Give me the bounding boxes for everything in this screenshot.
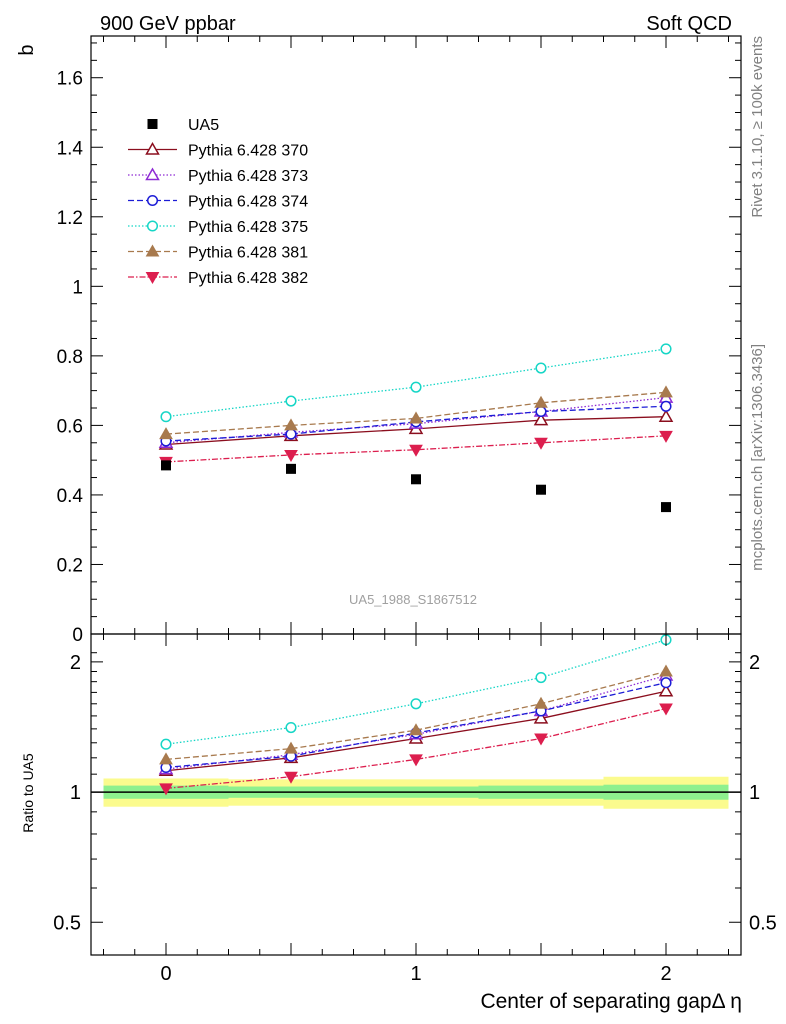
main-series-point [160, 411, 172, 423]
main-y-tick-label: 0.4 [57, 486, 84, 507]
main-series-point [533, 412, 549, 426]
legend-label: Pythia 6.428 375 [188, 219, 308, 236]
main-y-tick-label: 1.4 [57, 138, 84, 159]
legend-marker [146, 220, 159, 232]
main-series-point [409, 411, 423, 424]
main-y-tick-label: 1.2 [57, 208, 83, 229]
main-series-point [159, 427, 173, 440]
ratio-series-point [409, 723, 423, 736]
ratio-y-tick-label-left: 0.5 [53, 912, 81, 934]
ratio-y-axis-label: Ratio to UA5 [20, 753, 36, 833]
main-series-line [165, 348, 667, 418]
x-axis-label: Center of separating gapΔ η [480, 990, 742, 1013]
source-label: mcplots.cern.ch [arXiv:1306.3436] [749, 344, 766, 571]
legend-marker [146, 194, 159, 207]
ratio-series-point [160, 738, 172, 750]
ratio-series-point [659, 703, 673, 716]
ratio-y-tick-label-left: 2 [70, 652, 81, 674]
axis-ticks: 0 0.2 0.4 0.6 0.8 1 1.2 1.4 1.6 0 1 2 0.5 0.5 1 1 2 2 [53, 36, 777, 985]
ratio-series-point [159, 752, 173, 765]
ratio-series-point [410, 698, 422, 710]
ratio-series-point [534, 696, 548, 709]
header-right-label: Soft QCD [646, 13, 732, 35]
ratio-y-tick-label-left: 1 [70, 782, 81, 804]
legend-label: UA5 [188, 117, 219, 134]
ratio-y-tick-label-right: 2 [749, 652, 760, 674]
main-series-point [659, 385, 673, 398]
ratio-series-point [159, 783, 173, 796]
ratio-series-point [285, 721, 297, 734]
main-series-point [658, 409, 674, 422]
ratio-series-point [533, 710, 549, 724]
main-series-point [284, 449, 298, 462]
legend-label: Pythia 6.428 382 [188, 270, 308, 287]
main-series-point [285, 395, 297, 407]
ratio-series-point [535, 671, 547, 684]
ratio-series-point [534, 733, 548, 746]
main-series-line [165, 405, 667, 442]
main-series-line [165, 391, 667, 435]
legend-marker [147, 119, 158, 129]
main-y-tick-label: 0.6 [57, 416, 83, 437]
main-series-point [285, 428, 297, 440]
ratio-series-group [158, 634, 674, 796]
data-point-ua5 [286, 463, 296, 474]
data-point-ua5 [161, 460, 171, 471]
x-tick-label: 1 [410, 963, 421, 985]
main-series-point [660, 400, 672, 412]
ratio-series-point [660, 677, 672, 689]
main-series-point [534, 395, 548, 408]
ratio-series-line [165, 670, 667, 761]
main-series-point [410, 381, 422, 393]
ratio-y-tick-label-right: 1 [749, 782, 760, 804]
legend-label: Pythia 6.428 370 [188, 143, 308, 160]
analysis-label: UA5_1988_S1867512 [349, 592, 477, 607]
main-series-point [284, 418, 298, 431]
data-point-ua5 [411, 474, 421, 485]
main-series-point [534, 437, 548, 450]
ratio-series-point [658, 683, 674, 697]
legend-label: Pythia 6.428 381 [188, 245, 308, 262]
ratio-series-point [409, 754, 423, 767]
main-series-group [158, 343, 674, 513]
legend-label: Pythia 6.428 373 [188, 168, 308, 185]
data-point-ua5 [661, 502, 671, 513]
main-series-point [535, 405, 547, 418]
ratio-y-tick-label-right: 0.5 [749, 912, 777, 934]
data-point-ua5 [536, 484, 546, 495]
main-y-tick-label: 0.2 [57, 555, 83, 576]
legend-marker [145, 272, 160, 285]
legend-label: Pythia 6.428 374 [188, 194, 308, 211]
header-left-label: 900 GeV ppbar [100, 13, 236, 35]
ratio-series-point [659, 664, 673, 677]
main-y-tick-label: 1 [72, 277, 83, 298]
x-tick-label: 0 [160, 963, 171, 985]
main-y-tick-label: 0 [72, 625, 83, 646]
main-series-point [535, 362, 547, 374]
rivet-label: Rivet 3.1.10, ≥ 100k events [749, 36, 766, 218]
legend-marker [145, 167, 160, 181]
main-series-point [659, 430, 673, 443]
main-y-tick-label: 0.8 [57, 347, 83, 368]
x-tick-label: 2 [660, 963, 671, 985]
legend-marker [145, 244, 160, 257]
legend: UA5 Pythia 6.428 370 Pythia 6.428 373 Pythi… [128, 117, 308, 287]
main-y-tick-label: 1.6 [57, 69, 83, 90]
main-series-point [409, 444, 423, 457]
legend-marker [145, 141, 160, 155]
ratio-series-point [284, 771, 298, 784]
main-y-axis-label: b [16, 44, 38, 55]
main-series-point [660, 343, 672, 355]
ratio-series-line [165, 707, 667, 789]
ratio-series-point [284, 741, 298, 754]
